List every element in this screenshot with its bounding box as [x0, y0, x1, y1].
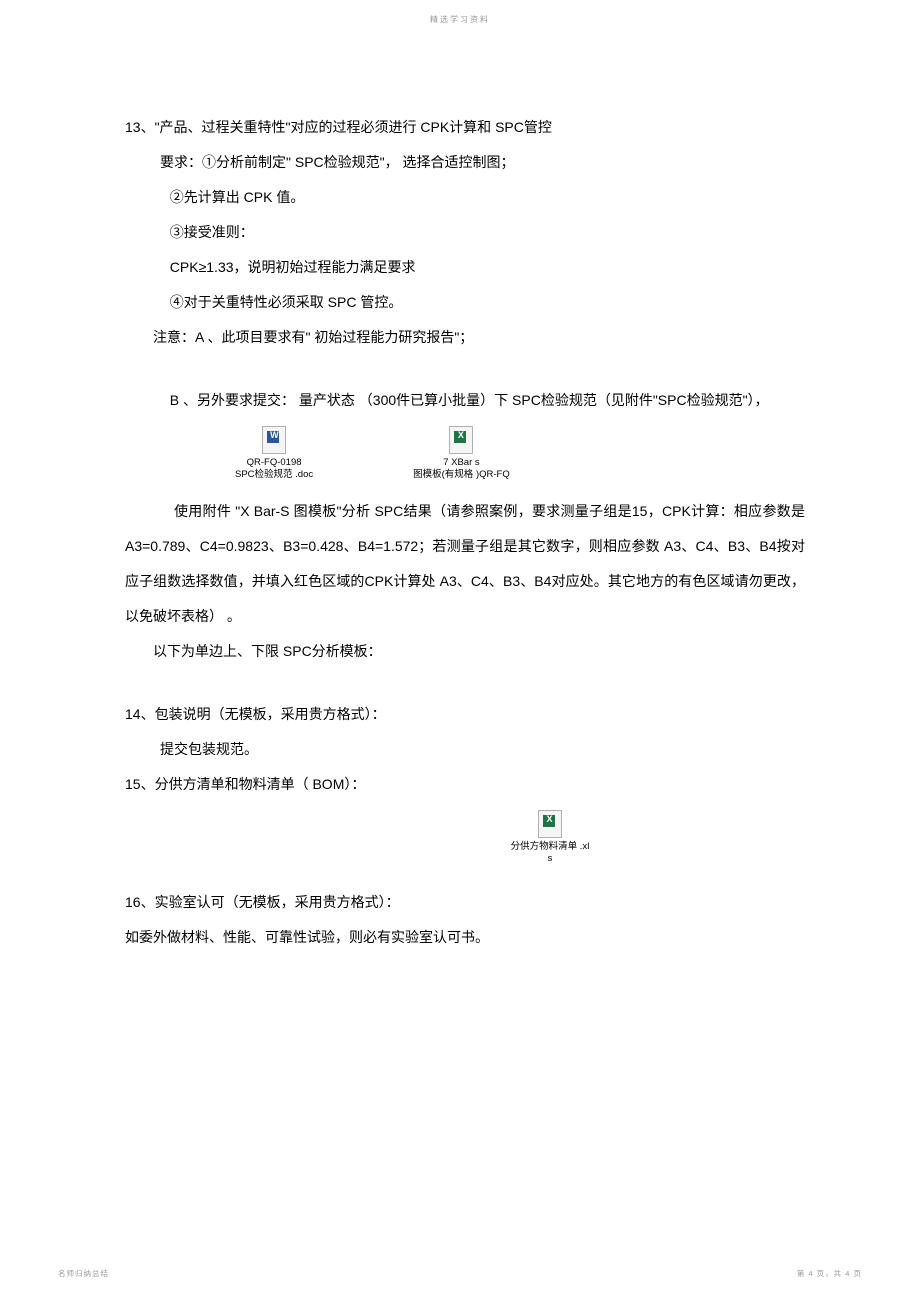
footer-right: 第 4 页，共 4 页	[797, 1268, 862, 1279]
footer-right-text: 第 4 页，共 4 页	[797, 1269, 862, 1278]
section14-heading: 14、包装说明（无模板，采用贵方格式）：	[125, 697, 805, 732]
section13-req1: 要求：①分析前制定" SPC检验规范"， 选择合适控制图；	[125, 145, 805, 180]
section13-body2: 以下为单边上、下限 SPC分析模板：	[125, 634, 805, 669]
spacer	[125, 355, 805, 383]
attachment-doc[interactable]: QR-FQ-0198 SPC检验规范 .doc	[235, 426, 313, 482]
attachment-xls-1[interactable]: 7 XBar s 图模板(有规格 )QR-FQ	[413, 426, 510, 482]
footer-left-text: 名师归纳总结	[58, 1269, 109, 1278]
spacer	[125, 669, 805, 697]
section13-req3: ③接受准则：	[125, 215, 805, 250]
attach1-label2: SPC检验规范 .doc	[235, 469, 313, 481]
section13-noteB: B 、另外要求提交： 量产状态 （300件已算小批量）下 SPC检验规范（见附件…	[170, 392, 769, 408]
section13-req4: ④对于关重特性必须采取 SPC 管控。	[125, 285, 805, 320]
section13-req2: ②先计算出 CPK 值。	[125, 180, 805, 215]
attachments-row-1: QR-FQ-0198 SPC检验规范 .doc 7 XBar s 图模板(有规格…	[235, 426, 805, 482]
word-doc-icon	[262, 426, 286, 454]
excel-icon	[449, 426, 473, 454]
attach1-label1: QR-FQ-0198	[247, 457, 302, 469]
header-title: 精选学习资料	[430, 15, 490, 24]
excel-icon	[538, 810, 562, 838]
section16-body: 如委外做材料、性能、可靠性试验，则必有实验室认可书。	[125, 920, 805, 955]
attach3-label2: s	[548, 853, 553, 865]
spacer	[125, 877, 805, 885]
section13-heading: 13、"产品、过程关重特性"对应的过程必须进行 CPK计算和 SPC管控	[125, 110, 805, 145]
section15-heading: 15、分供方清单和物料清单（ BOM）：	[125, 767, 805, 802]
attach3-label1: 分供方物料清单 .xl	[511, 841, 590, 853]
section14-body: 提交包装规范。	[125, 732, 805, 767]
attach2-label2: 图模板(有规格 )QR-FQ	[413, 469, 510, 481]
page-header: 精选学习资料	[0, 14, 920, 25]
section13-cpk: CPK≥1.33，说明初始过程能力满足要求	[125, 250, 805, 285]
section13-noteB-block: B 、另外要求提交： 量产状态 （300件已算小批量）下 SPC检验规范（见附件…	[125, 383, 805, 418]
section16-heading: 16、实验室认可（无模板，采用贵方格式）：	[125, 885, 805, 920]
section13-noteA: 注意：A 、此项目要求有" 初始过程能力研究报告"；	[125, 320, 805, 355]
attach2-label1: 7 XBar s	[443, 457, 479, 469]
footer-left: 名师归纳总结	[58, 1268, 109, 1279]
main-content: 13、"产品、过程关重特性"对应的过程必须进行 CPK计算和 SPC管控 要求：…	[125, 110, 805, 955]
attachment-xls-2[interactable]: 分供方物料清单 .xl s	[295, 810, 805, 866]
section13-body1: 使用附件 "X Bar-S 图模板"分析 SPC结果（请参照案例，要求测量子组是…	[125, 494, 805, 634]
section13-body1-text: 使用附件 "X Bar-S 图模板"分析 SPC结果（请参照案例，要求测量子组是…	[125, 503, 805, 624]
